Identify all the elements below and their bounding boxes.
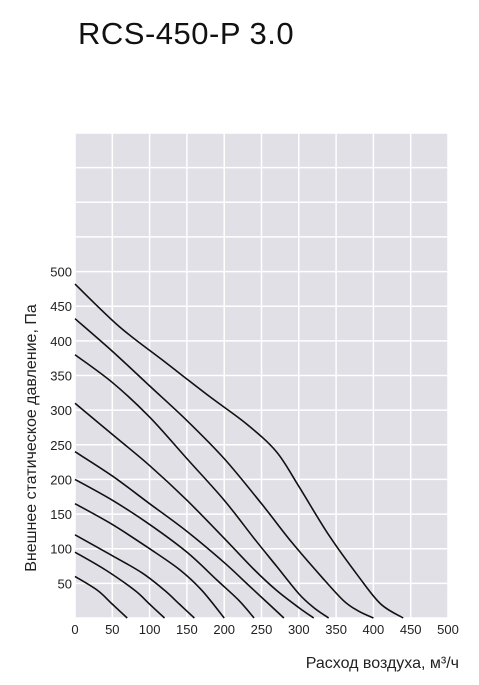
series-line-7 bbox=[74, 502, 225, 619]
series-line-6 bbox=[74, 478, 255, 619]
y-tick-label: 100 bbox=[50, 542, 72, 557]
x-tick-labels: 0 50 100 150 200 250 300 350 400 450 500 bbox=[71, 622, 458, 637]
x-tick-label: 400 bbox=[363, 622, 385, 637]
y-tick-label: 400 bbox=[50, 334, 72, 349]
series-lines bbox=[74, 283, 404, 619]
x-tick-label: 350 bbox=[325, 622, 347, 637]
series-line-9 bbox=[74, 551, 166, 619]
x-tick-label: 200 bbox=[213, 622, 235, 637]
x-tick-label: 100 bbox=[139, 622, 161, 637]
series-line-5 bbox=[74, 451, 285, 619]
y-tick-label: 250 bbox=[50, 438, 72, 453]
grid bbox=[74, 132, 449, 619]
x-axis-label: Расход воздуха, м³/ч bbox=[306, 655, 459, 672]
y-tick-label: 450 bbox=[50, 299, 72, 314]
y-axis-label: Внешнее статическое давление, Па bbox=[23, 304, 40, 572]
x-tick-label: 500 bbox=[437, 622, 459, 637]
series-line-4 bbox=[74, 402, 315, 619]
y-tick-label: 500 bbox=[50, 265, 72, 280]
x-tick-label: 50 bbox=[105, 622, 119, 637]
y-tick-labels: 50 100 150 200 250 300 350 400 450 500 bbox=[50, 265, 72, 592]
series-line-1 bbox=[74, 283, 404, 619]
series-line-10 bbox=[74, 575, 128, 619]
chart-title: RCS-450-P 3.0 bbox=[78, 16, 295, 51]
x-tick-label: 250 bbox=[251, 622, 273, 637]
series-line-8 bbox=[74, 534, 195, 619]
x-tick-label: 450 bbox=[400, 622, 422, 637]
series-line-2 bbox=[74, 318, 374, 619]
x-tick-label: 0 bbox=[71, 622, 78, 637]
x-tick-label: 300 bbox=[288, 622, 310, 637]
y-tick-label: 350 bbox=[50, 369, 72, 384]
y-tick-label: 50 bbox=[58, 576, 72, 591]
y-tick-label: 150 bbox=[50, 507, 72, 522]
y-tick-label: 200 bbox=[50, 472, 72, 487]
y-tick-label: 300 bbox=[50, 403, 72, 418]
x-tick-label: 150 bbox=[176, 622, 198, 637]
series-line-3 bbox=[74, 354, 330, 619]
